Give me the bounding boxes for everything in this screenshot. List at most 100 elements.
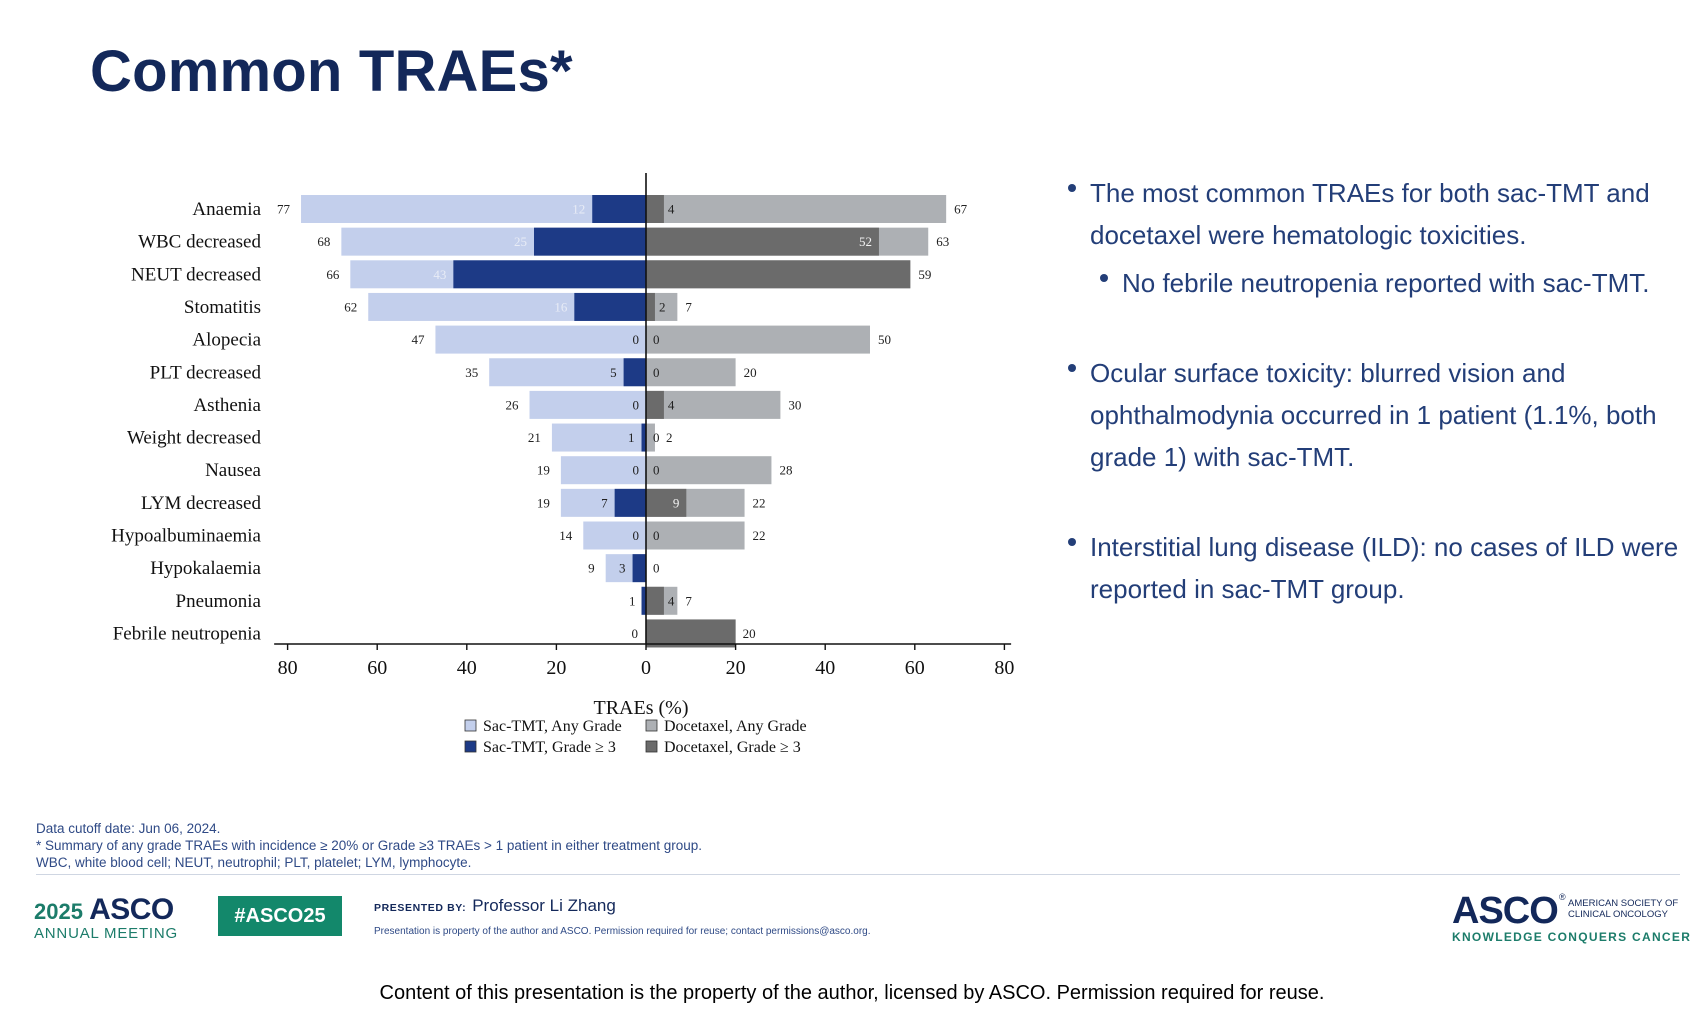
legend-label: Sac-TMT, Any Grade [483, 718, 622, 735]
data-label-docetaxel-grade3: 0 [653, 430, 660, 445]
data-label-docetaxel-grade3: 0 [653, 365, 660, 380]
data-label-docetaxel-any-grade: 22 [753, 528, 766, 543]
data-label-sac-tmt-any-grade: 77 [277, 202, 291, 217]
data-label-sac-tmt-grade3: 12 [572, 202, 585, 217]
bar-docetaxel-any-grade [646, 195, 947, 223]
bar-sac-tmt-grade3 [592, 195, 646, 223]
bar-sac-tmt-any-grade [529, 390, 646, 419]
data-label-sac-tmt-grade3: 1 [628, 430, 635, 445]
bullet-ild: Interstitial lung disease (ILD): no case… [1064, 526, 1694, 610]
data-label-docetaxel-grade3: 0 [653, 463, 660, 478]
data-label-docetaxel-any-grade: 67 [954, 202, 968, 217]
category-label: Hypoalbuminaemia [111, 526, 261, 547]
asco-wordmark: ASCO [1452, 890, 1559, 932]
legend-swatch [645, 719, 658, 732]
footnote-summary-criteria: * Summary of any grade TRAEs with incide… [36, 838, 703, 853]
category-label: PLT decreased [150, 362, 262, 383]
bar-sac-tmt-grade3 [641, 423, 646, 452]
asco-tagline: KNOWLEDGE CONQUERS CANCER [1452, 930, 1692, 944]
data-label-sac-tmt-grade3: 0 [633, 332, 640, 347]
bar-sac-tmt-grade3 [623, 358, 646, 387]
x-tick-label: 60 [905, 657, 925, 679]
data-label-docetaxel-any-grade: 7 [685, 299, 692, 314]
data-label-sac-tmt-grade3: 7 [601, 495, 608, 510]
x-tick-label: 80 [278, 657, 298, 679]
copyright-notice: Content of this presentation is the prop… [379, 982, 1325, 1004]
legend-swatch [464, 719, 477, 732]
bar-docetaxel-any-grade [646, 358, 736, 387]
bar-docetaxel-grade3 [646, 619, 736, 648]
footnote-abbreviations: WBC, white blood cell; NEUT, neutrophil;… [36, 855, 472, 870]
x-tick-label: 80 [994, 657, 1014, 679]
data-label-docetaxel-any-grade: 20 [744, 365, 757, 380]
bar-docetaxel-any-grade [646, 521, 745, 550]
data-label-sac-tmt-any-grade: 21 [528, 430, 541, 445]
data-label-sac-tmt-any-grade: 14 [559, 528, 573, 543]
x-tick-label: 20 [726, 657, 746, 679]
x-tick-label: 40 [457, 657, 477, 679]
category-label: Anaemia [192, 199, 261, 220]
bar-docetaxel-grade3 [646, 586, 664, 615]
data-label-docetaxel-any-grade: 50 [878, 332, 891, 347]
legend-swatch [464, 740, 477, 753]
bar-sac-tmt-any-grade [583, 521, 646, 550]
data-label-docetaxel-any-grade: 30 [788, 397, 801, 412]
bar-docetaxel-grade3 [646, 260, 911, 289]
x-tick-label: 0 [641, 657, 651, 679]
x-tick-label: 40 [815, 657, 835, 679]
data-label-docetaxel-grade3: 9 [673, 495, 680, 510]
category-label: Pneumonia [176, 591, 262, 612]
data-label-sac-tmt-grade3: 0 [633, 397, 640, 412]
bar-sac-tmt-grade3 [614, 488, 646, 517]
slide-title: Common TRAEs* [90, 39, 573, 104]
footer-divider [36, 874, 1680, 875]
bullet-ocular-toxicity: Ocular surface toxicity: blurred vision … [1064, 352, 1694, 478]
bar-sac-tmt-grade3 [632, 554, 646, 583]
meeting-year: 2025 [34, 899, 83, 924]
data-label-sac-tmt-grade3: 43 [433, 267, 446, 282]
bar-docetaxel-any-grade [646, 456, 772, 485]
data-label-sac-tmt-any-grade: 0 [632, 626, 639, 641]
x-axis-title: TRAEs (%) [594, 697, 689, 719]
data-label-docetaxel-any-grade: 28 [779, 463, 792, 478]
property-note: Presentation is property of the author a… [374, 926, 871, 937]
data-label-docetaxel-any-grade: 2 [666, 430, 673, 445]
data-label-sac-tmt-grade3: 0 [633, 528, 640, 543]
data-label-sac-tmt-grade3: 16 [554, 299, 568, 314]
data-label-docetaxel-any-grade: 63 [936, 234, 949, 249]
data-label-sac-tmt-grade3: 1 [629, 593, 636, 608]
asco-society-logo: ASCO ® AMERICAN SOCIETY OF CLINICAL ONCO… [1452, 890, 1692, 944]
legend-label: Docetaxel, Grade ≥ 3 [664, 739, 801, 756]
meeting-name: ANNUAL MEETING [34, 925, 178, 942]
x-tick-label: 60 [367, 657, 387, 679]
data-label-docetaxel-grade3: 0 [653, 332, 660, 347]
bar-docetaxel-grade3 [646, 195, 664, 223]
category-label: NEUT decreased [131, 264, 261, 285]
category-label: Asthenia [193, 395, 261, 416]
data-label-sac-tmt-any-grade: 35 [465, 365, 478, 380]
bar-sac-tmt-any-grade [301, 195, 646, 223]
data-label-sac-tmt-grade3: 3 [619, 561, 626, 576]
bar-docetaxel-any-grade [646, 325, 870, 354]
bullet-febrile-neutropenia: No febrile neutropenia reported with sac… [1096, 262, 1694, 304]
key-findings-list: The most common TRAEs for both sac-TMT a… [1064, 172, 1694, 610]
asco-society-name: AMERICAN SOCIETY OF CLINICAL ONCOLOGY [1568, 898, 1679, 920]
data-label-docetaxel-grade3: 4 [668, 397, 675, 412]
data-label-sac-tmt-any-grade: 66 [326, 267, 340, 282]
bar-docetaxel-any-grade [646, 423, 655, 452]
bar-docetaxel-any-grade [646, 390, 781, 419]
data-label-docetaxel-grade3: 4 [668, 593, 675, 608]
data-label-sac-tmt-grade3: 25 [514, 234, 527, 249]
data-label-sac-tmt-any-grade: 47 [411, 332, 425, 347]
data-label-sac-tmt-grade3: 5 [610, 365, 617, 380]
x-tick-label: 20 [546, 657, 566, 679]
data-label-docetaxel-grade3: 2 [659, 299, 666, 314]
legend-label: Docetaxel, Any Grade [664, 718, 807, 735]
bar-sac-tmt-any-grade [435, 325, 646, 354]
presenter-block: PRESENTED BY: Professor Li Zhang Presenta… [374, 896, 871, 937]
data-label-docetaxel-any-grade: 7 [685, 593, 692, 608]
registered-mark: ® [1559, 892, 1566, 902]
bar-sac-tmt-grade3 [574, 292, 646, 321]
data-label-docetaxel-any-grade: 22 [753, 495, 766, 510]
bar-sac-tmt-any-grade [551, 423, 646, 452]
